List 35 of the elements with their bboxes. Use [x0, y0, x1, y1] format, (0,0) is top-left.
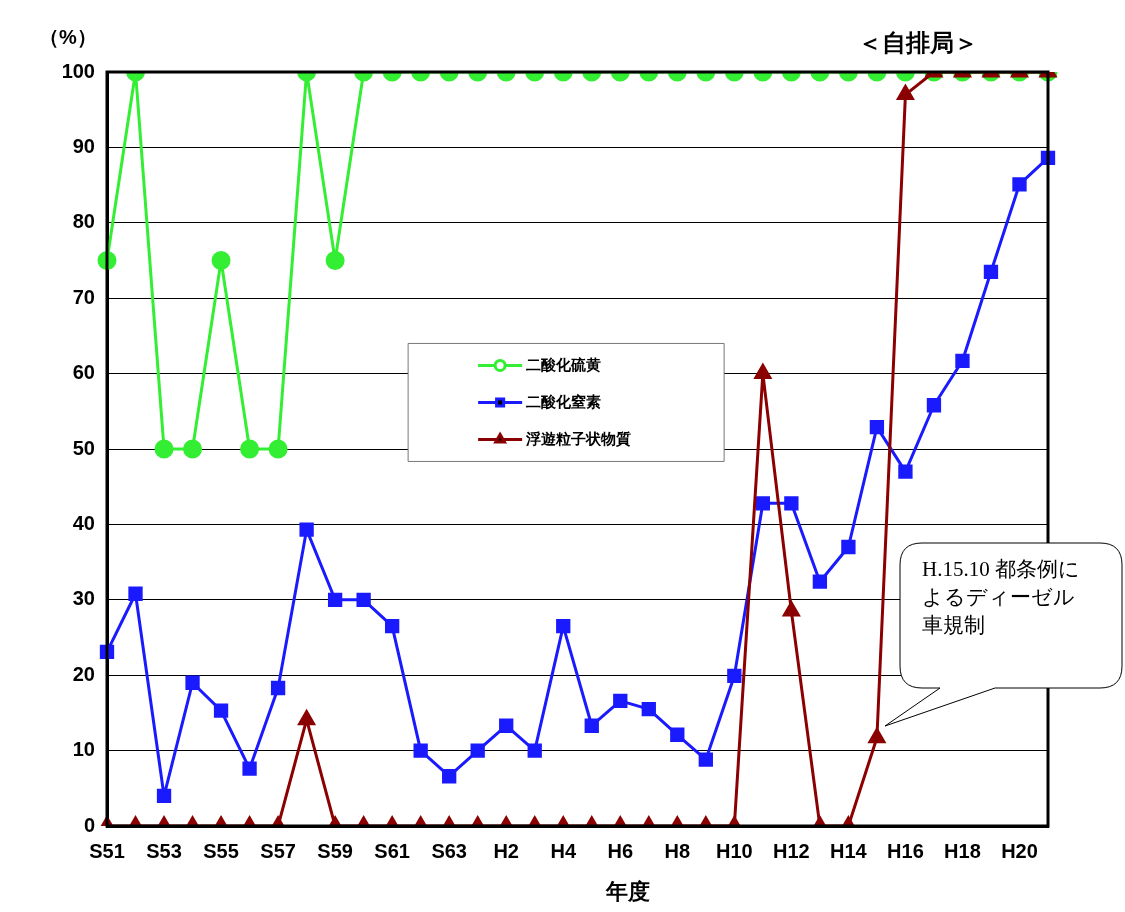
y-tick-label: 90	[72, 134, 95, 157]
x-tick-label: H20	[1001, 839, 1038, 862]
y-tick-label: 30	[72, 587, 95, 610]
y-tick-label: 40	[72, 511, 95, 534]
y-tick-label: 20	[72, 662, 95, 685]
x-axis-title: 年度	[604, 879, 650, 905]
x-tick-label: S55	[203, 839, 239, 862]
x-tick-label: H2	[493, 839, 519, 862]
x-tick-label: H14	[830, 839, 868, 862]
y-tick-label: 0	[83, 813, 95, 836]
x-tick-label: H16	[887, 839, 924, 862]
y-tick-label: 70	[72, 285, 95, 308]
y-tick-label: 50	[72, 436, 95, 459]
x-tick-label: S61	[374, 839, 410, 862]
legend-label: 浮遊粒子状物質	[525, 429, 632, 448]
x-tick-label: S63	[431, 839, 467, 862]
annotation: H.15.10 都条例によるディーゼル車規制	[922, 556, 1081, 639]
x-tick-label: H6	[607, 839, 634, 862]
x-tick-label: S59	[317, 839, 353, 862]
x-tick-label: H18	[944, 839, 981, 862]
x-tick-label: H4	[550, 839, 577, 862]
x-tick-label: S57	[260, 839, 296, 862]
x-tick-label: S53	[146, 839, 182, 862]
legend-label: 二酸化窒素	[526, 392, 602, 410]
x-tick-label: H8	[664, 839, 691, 862]
y-tick-label: 80	[72, 210, 95, 233]
y-tick-label: 10	[72, 738, 95, 761]
x-tick-label: H12	[773, 839, 810, 862]
x-tick-label: S51	[89, 839, 125, 862]
legend-label: 二酸化硫黄	[526, 355, 602, 373]
y-tick-label: 100	[61, 59, 95, 82]
text: ＜自排局＞	[858, 28, 978, 56]
y-tick-label: 60	[72, 361, 95, 384]
y-axis-title: （%）	[39, 25, 97, 48]
x-tick-label: H10	[715, 839, 753, 862]
